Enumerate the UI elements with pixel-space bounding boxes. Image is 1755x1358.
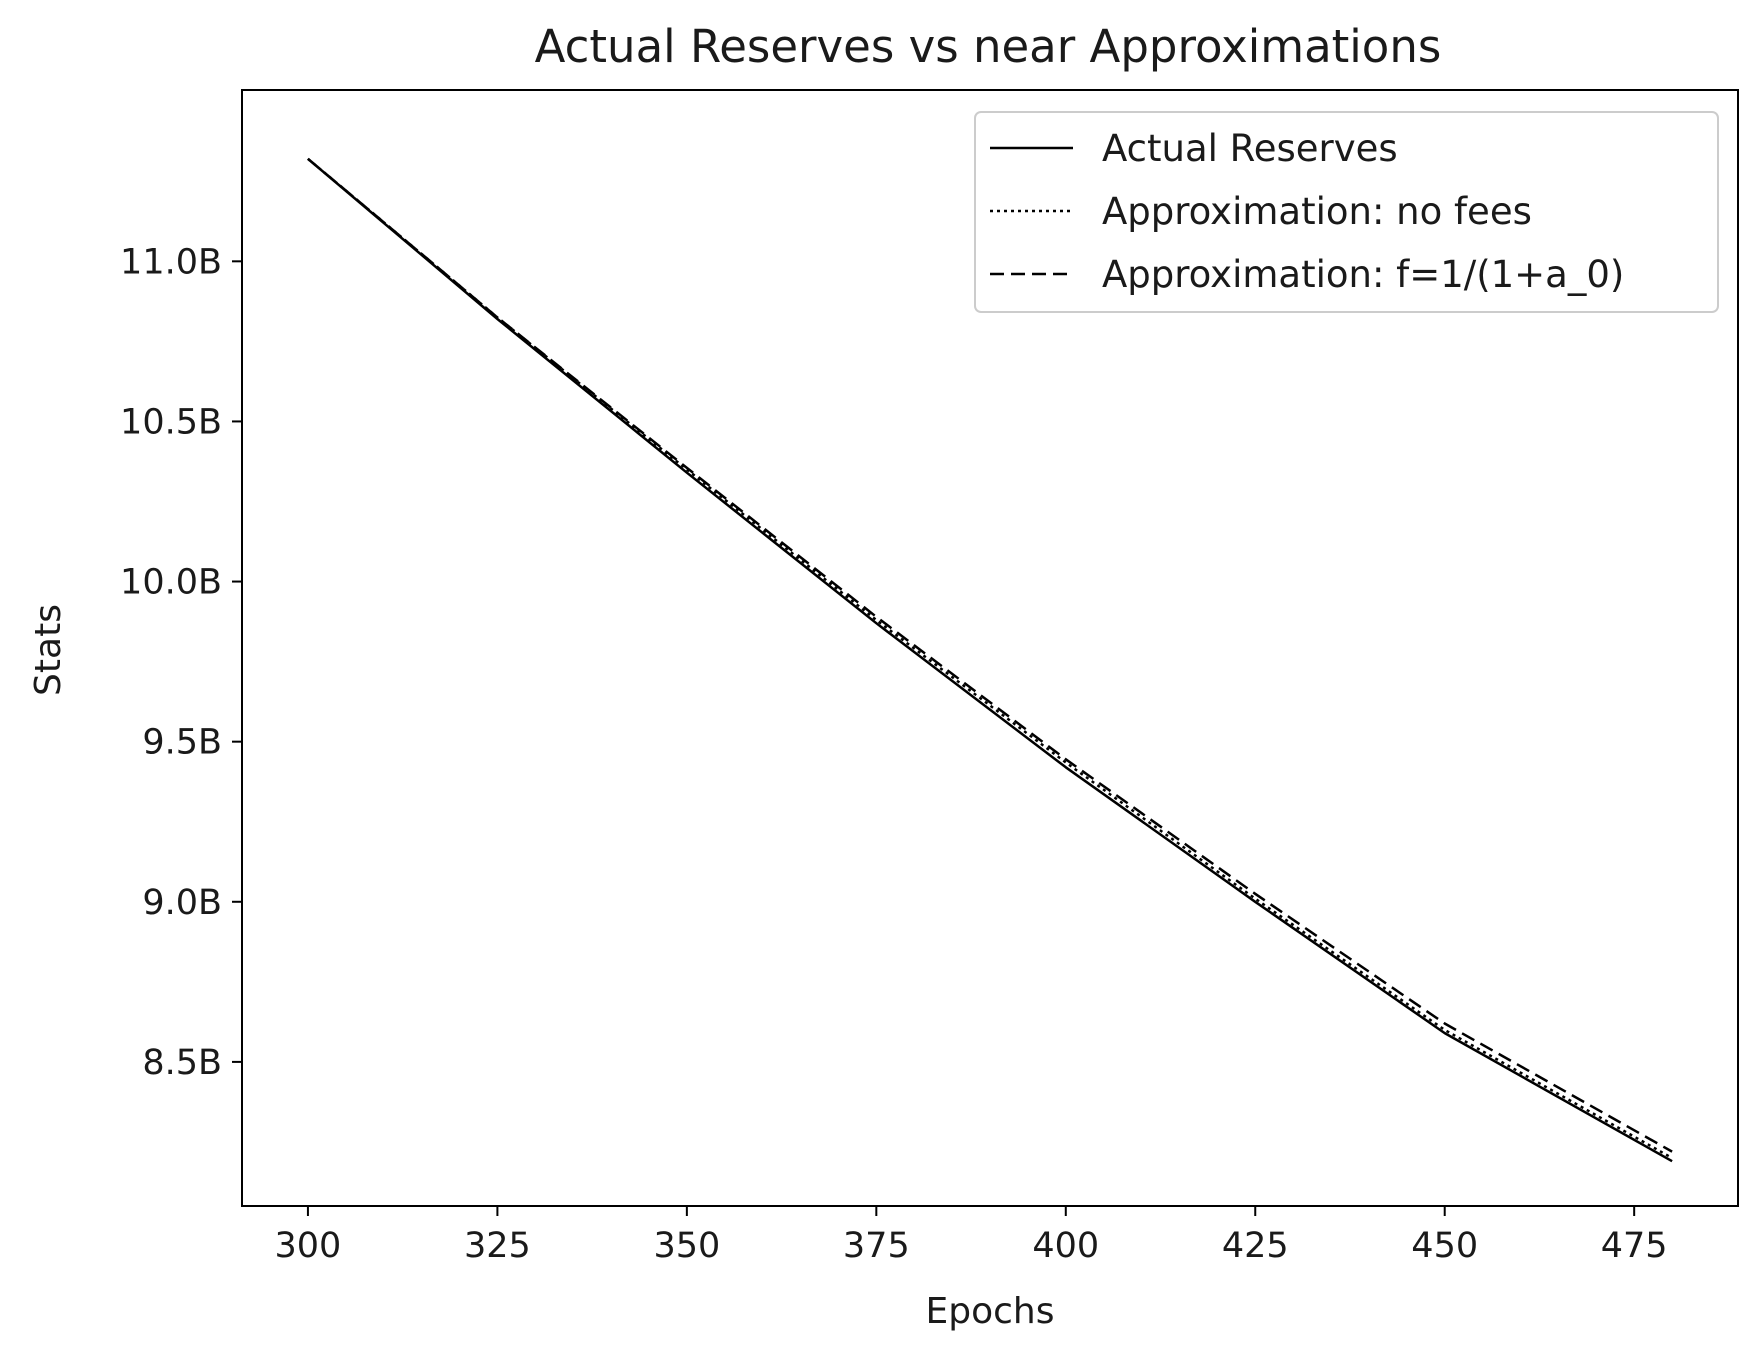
y-tick-label: 10.5B: [120, 402, 222, 442]
x-tick-label: 475: [1601, 1226, 1668, 1266]
series-line-1: [307, 157, 1673, 1163]
y-tick-label: 9.0B: [142, 883, 222, 923]
plot-area-frame: [241, 89, 1739, 1207]
legend: Actual Reserves Approximation: no fees App…: [974, 111, 1719, 313]
y-axis-label: Stats: [28, 604, 69, 696]
y-tick-label: 8.5B: [142, 1043, 222, 1083]
legend-label: Approximation: f=1/(1+a_0): [1102, 253, 1624, 296]
series-line-3: [307, 157, 1673, 1153]
y-tick-label: 9.5B: [142, 723, 222, 763]
y-tick-label: 10.0B: [120, 563, 222, 603]
x-tick-label: 425: [1222, 1226, 1289, 1266]
x-tick-label: 400: [1032, 1226, 1099, 1266]
y-tick-label: 11.0B: [120, 242, 222, 282]
series-line-2: [307, 157, 1673, 1160]
legend-label: Actual Reserves: [1102, 127, 1398, 170]
legend-box: [974, 111, 1719, 313]
x-tick-label: 450: [1411, 1226, 1478, 1266]
x-tick-label: 325: [464, 1226, 531, 1266]
x-tick-label: 350: [653, 1226, 720, 1266]
x-axis-label: Epochs: [926, 1291, 1055, 1332]
series-lines: [307, 157, 1673, 1163]
x-axis-ticks: 300 325 350 375 400 425 450 475: [275, 1206, 1668, 1266]
x-tick-label: 375: [843, 1226, 910, 1266]
legend-label: Approximation: no fees: [1102, 190, 1532, 233]
x-tick-label: 300: [275, 1226, 342, 1266]
chart-title: Actual Reserves vs near Approximations: [535, 20, 1442, 73]
y-axis-ticks: 8.5B 9.0B 9.5B 10.0B 10.5B 11.0B: [120, 242, 242, 1083]
